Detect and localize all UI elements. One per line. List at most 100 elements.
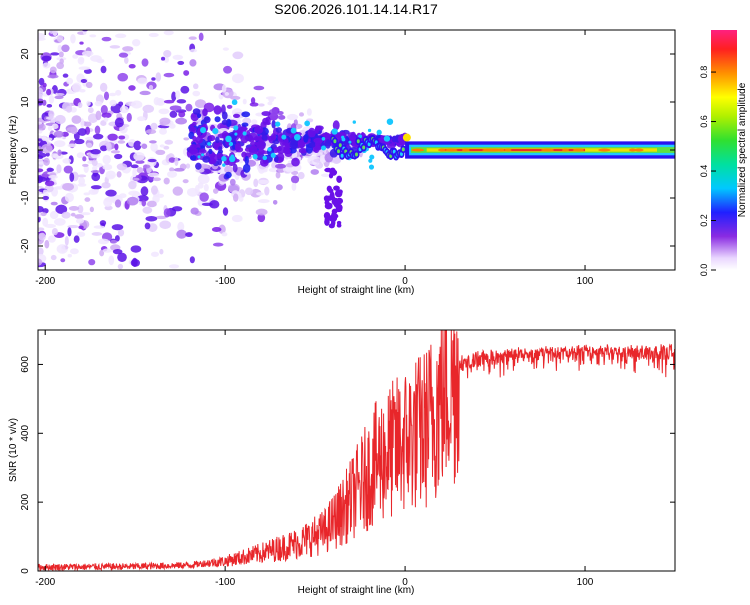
spectrogram-cell xyxy=(126,196,139,206)
spectrogram-cell xyxy=(261,111,271,117)
spectrogram-cell xyxy=(324,217,331,222)
spectrogram-cell xyxy=(241,111,251,118)
spectrogram-cell xyxy=(44,223,56,228)
spectrogram-cell xyxy=(159,117,171,126)
spectrogram-cell xyxy=(90,185,102,190)
y-tick-label: 400 xyxy=(20,425,31,442)
spectrogram-cell xyxy=(89,206,95,213)
spectrogram-cell xyxy=(122,46,134,52)
spectrogram-cell xyxy=(147,158,157,163)
spectrogram-cell xyxy=(62,158,72,164)
spectrogram-cell xyxy=(198,148,207,154)
spectrogram-cell xyxy=(135,1,141,10)
spectrogram-cell xyxy=(90,149,101,155)
spectrogram-cell xyxy=(212,242,224,247)
spectrogram-cell xyxy=(150,122,158,130)
spectrogram-cell xyxy=(335,203,343,212)
spectrogram-cell xyxy=(275,184,283,191)
spectrogram-cell xyxy=(38,247,44,256)
spectrogram-cell xyxy=(169,123,176,129)
spectrogram-cell xyxy=(183,137,190,141)
colorbar-tick-label: 0.8 xyxy=(699,66,709,79)
colorbar-gradient xyxy=(711,30,737,270)
spectrogram-cell xyxy=(77,56,85,65)
spectrogram-cell xyxy=(189,147,198,155)
spectrogram-cell xyxy=(177,60,185,65)
spectrogram-cell xyxy=(107,133,118,141)
spectrogram-cell xyxy=(105,189,117,197)
spectrogram-cell xyxy=(163,177,170,185)
spectrogram-highlight xyxy=(228,155,236,163)
spectrogram-cell xyxy=(53,130,64,138)
spectrogram-cell xyxy=(41,135,47,141)
spectrogram-cell xyxy=(172,186,184,196)
spectrogram-cell xyxy=(51,227,58,236)
spectrogram-cell xyxy=(224,165,233,174)
spectrogram-cell xyxy=(149,140,157,144)
tone-highlight xyxy=(504,148,512,152)
spectrogram-cell xyxy=(242,98,247,105)
spectrogram-cell xyxy=(66,127,78,132)
spectrogram-cell xyxy=(290,175,300,184)
tone-highlight xyxy=(628,148,637,152)
spectrogram-cell xyxy=(367,142,371,147)
spectrogram-highlight xyxy=(212,128,219,135)
spectrogram-highlight xyxy=(274,121,281,127)
spectrogram-cell xyxy=(183,70,190,76)
spectrogram-cell xyxy=(275,127,283,133)
spectrogram-cell xyxy=(136,316,147,325)
spectrogram-highlight xyxy=(242,131,247,136)
spectrogram-cell xyxy=(47,125,53,131)
tone-highlight xyxy=(541,148,554,152)
spectrogram-cell xyxy=(42,195,49,201)
spectrogram-cell xyxy=(150,251,159,257)
spectrogram-cell xyxy=(139,90,151,96)
spectrogram-cell xyxy=(100,145,108,152)
spectrogram-cell xyxy=(233,113,241,118)
spectrogram-cell xyxy=(79,41,84,45)
spectrogram-cell xyxy=(190,207,199,215)
snr-frame xyxy=(37,329,676,572)
spectrogram-cell xyxy=(67,143,77,148)
spectrogram-cell xyxy=(159,144,165,148)
spectrogram-cell xyxy=(231,73,244,84)
spectrogram-cell xyxy=(112,248,123,255)
spectrogram-highlight xyxy=(262,155,268,161)
spectrogram-cell xyxy=(257,213,266,223)
spectrogram-cell xyxy=(256,192,264,196)
spectrogram-cell xyxy=(291,157,300,167)
spectrogram-cell xyxy=(128,180,137,190)
spectrogram-cell xyxy=(57,44,63,53)
spectrogram-cell xyxy=(38,33,46,39)
spectrogram-cell xyxy=(268,108,278,117)
spectrogram-cell xyxy=(333,139,337,144)
spectrogram-cell xyxy=(54,114,66,125)
spectrogram-cell xyxy=(215,136,220,144)
spectrogram-cell xyxy=(257,148,265,155)
spectrogram-cell xyxy=(121,16,133,23)
spectrogram-cell xyxy=(86,100,91,106)
spectrogram-cell xyxy=(225,171,232,179)
spectrogram-cell xyxy=(142,206,153,214)
spectrogram-cell xyxy=(93,225,105,229)
spectrogram-cell xyxy=(109,45,121,49)
spectrogram-highlight xyxy=(270,152,276,158)
spectrogram-cell xyxy=(197,174,210,185)
spectrogram-cell xyxy=(272,140,280,145)
spectrogram-cell xyxy=(163,72,175,78)
spectrogram-cell xyxy=(43,157,50,166)
spectrogram-cell xyxy=(189,256,195,264)
spectrogram-cell xyxy=(221,84,227,93)
spectrogram-cell xyxy=(102,248,112,253)
spectrogram-cell xyxy=(203,116,211,124)
spectrogram-cell xyxy=(86,142,93,148)
spectrogram-cell xyxy=(117,252,127,262)
spectrogram-cell xyxy=(159,128,167,135)
spectrogram-cell xyxy=(199,192,209,202)
spectrogram-cell xyxy=(85,81,93,89)
tone-highlight xyxy=(411,148,425,152)
spectrogram-cell xyxy=(90,55,102,62)
spectrogram-cell xyxy=(84,197,91,202)
